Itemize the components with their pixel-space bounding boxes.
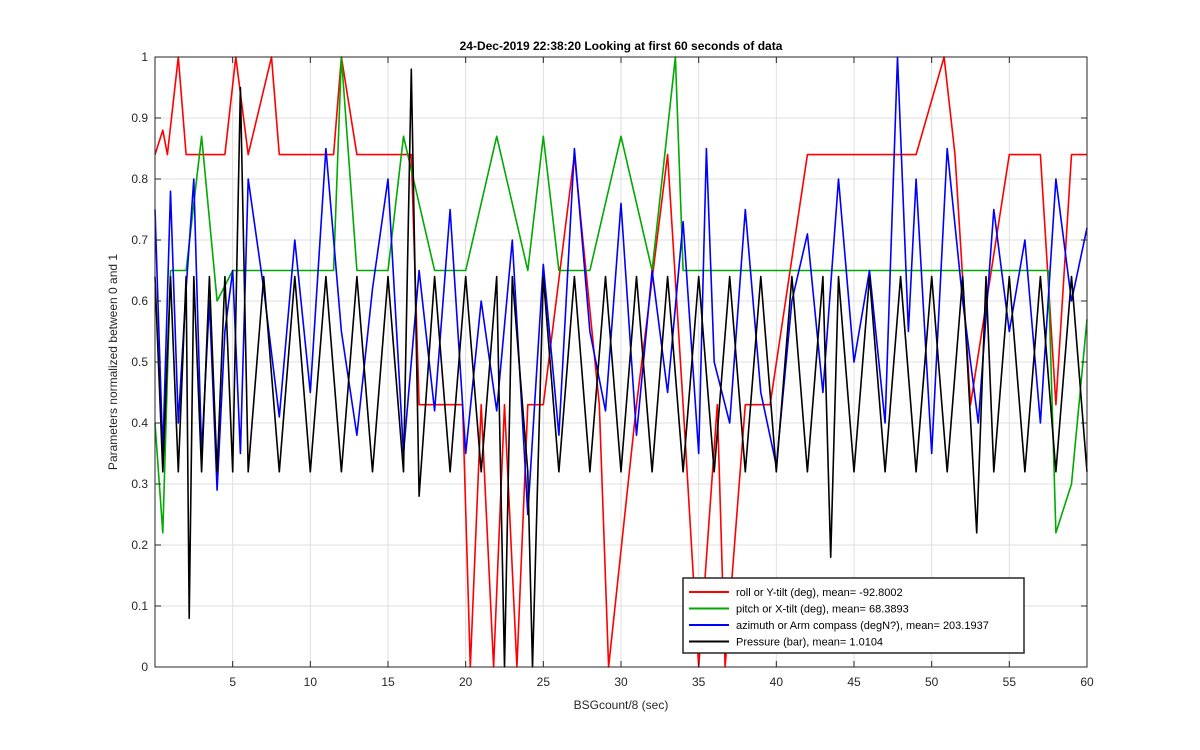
y-tick-label: 0.3: [131, 477, 148, 491]
y-tick-label: 0.1: [131, 599, 148, 613]
y-tick-label: 1: [141, 50, 148, 64]
x-tick-label: 50: [925, 675, 939, 689]
x-axis-title: BSGcount/8 (sec): [574, 698, 669, 712]
y-tick-label: 0.5: [131, 355, 148, 369]
x-tick-label: 55: [1003, 675, 1017, 689]
x-tick-label: 45: [847, 675, 861, 689]
series-line-0: [154, 56, 1087, 668]
x-tick-label: 60: [1080, 675, 1094, 689]
series-line-3: [154, 68, 1088, 668]
x-tick-label: 30: [614, 675, 628, 689]
y-tick-label: 0.7: [131, 233, 148, 247]
x-tick-label: 15: [381, 675, 395, 689]
legend-label-2: azimuth or Arm compass (degN?), mean= 20…: [736, 620, 989, 632]
y-tick-label: 0.2: [131, 538, 148, 552]
x-tick-label: 10: [304, 675, 318, 689]
x-tick-label: 35: [692, 675, 706, 689]
y-tick-label: 0.4: [131, 416, 148, 430]
y-tick-label: 0.6: [131, 294, 148, 308]
chart-title: 24-Dec-2019 22:38:20 Looking at first 60…: [460, 39, 783, 53]
legend-items: roll or Y-tilt (deg), mean= -92.8002 pitc…: [689, 587, 989, 649]
x-tick-label: 25: [537, 675, 551, 689]
y-tick-label: 0.8: [131, 172, 148, 186]
y-tick-label: 0: [141, 660, 148, 674]
ticks: 5 10 15 20 25 30 35 40 45 50 55 60 0 0.1 0.2 0.3 0.4 0.5 0…: [131, 50, 1094, 689]
series-layer: [154, 56, 1088, 668]
legend-label-3: Pressure (bar), mean= 1.0104: [736, 637, 883, 649]
legend-label-1: pitch or X-tilt (deg), mean= 68.3893: [736, 604, 909, 616]
x-tick-label: 20: [459, 675, 473, 689]
x-tick-label: 5: [229, 675, 236, 689]
legend-label-0: roll or Y-tilt (deg), mean= -92.8002: [736, 587, 903, 599]
y-axis-title: Parameters normalized between 0 and 1: [106, 254, 120, 470]
series-line-1: [154, 56, 1088, 534]
x-tick-label: 40: [770, 675, 784, 689]
series-line-2: [154, 56, 1088, 516]
legend-box: [682, 577, 1025, 654]
y-tick-label: 0.9: [131, 111, 148, 125]
legend: roll or Y-tilt (deg), mean= -92.8002 pitc…: [682, 577, 1025, 654]
